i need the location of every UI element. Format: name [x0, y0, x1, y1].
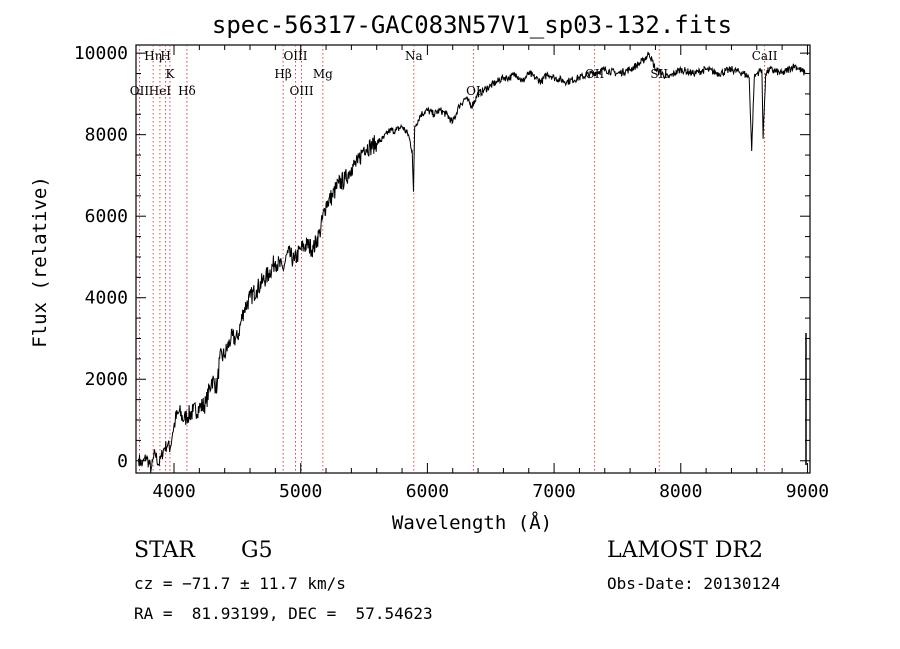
spectral-line-label: Hη — [144, 49, 162, 63]
spectral-line-label: K — [165, 67, 175, 81]
ra-dec: RA = 81.93199, DEC = 57.54623 — [134, 604, 433, 623]
chart-title: spec-56317-GAC083N57V1_sp03-132.fits — [212, 11, 732, 39]
y-tick-label: 0 — [117, 451, 128, 472]
x-tick-label: 9000 — [786, 481, 829, 502]
y-tick-label: 8000 — [85, 125, 128, 146]
y-tick-label: 6000 — [85, 206, 128, 227]
object-subclass: G5 — [241, 538, 273, 563]
spectral-line-label: OIII — [290, 84, 314, 98]
spectral-line-label: Hδ — [178, 84, 196, 98]
spectral-line-label: HeI — [149, 84, 172, 98]
x-tick-label: 4000 — [152, 481, 195, 502]
x-tick-label: 5000 — [279, 481, 322, 502]
observation-date: Obs-Date: 20130124 — [607, 574, 781, 593]
y-axis-label: Flux (relative) — [29, 176, 51, 348]
y-tick-label: 4000 — [85, 288, 128, 309]
survey-name: LAMOST DR2 — [607, 538, 763, 563]
spectral-line-label: OII — [130, 84, 150, 98]
spectral-line-label: Hβ — [274, 67, 291, 81]
spectral-line-label: Mg — [313, 67, 333, 81]
object-class: STAR — [134, 538, 195, 563]
x-tick-label: 6000 — [406, 481, 449, 502]
spectrum-line — [138, 51, 806, 473]
x-tick-label: 8000 — [659, 481, 702, 502]
x-tick-label: 7000 — [532, 481, 575, 502]
spectral-line-label: Na — [405, 49, 423, 63]
y-tick-label: 10000 — [74, 43, 128, 64]
y-tick-label: 2000 — [85, 369, 128, 390]
x-axis-label: Wavelength (Å) — [392, 511, 552, 534]
spectral-line-label: OIII — [283, 49, 307, 63]
spectral-line-label: H — [160, 49, 170, 63]
spectral-line-label: CaII — [752, 49, 778, 63]
redshift-cz: cz = −71.7 ± 11.7 km/s — [134, 574, 346, 593]
